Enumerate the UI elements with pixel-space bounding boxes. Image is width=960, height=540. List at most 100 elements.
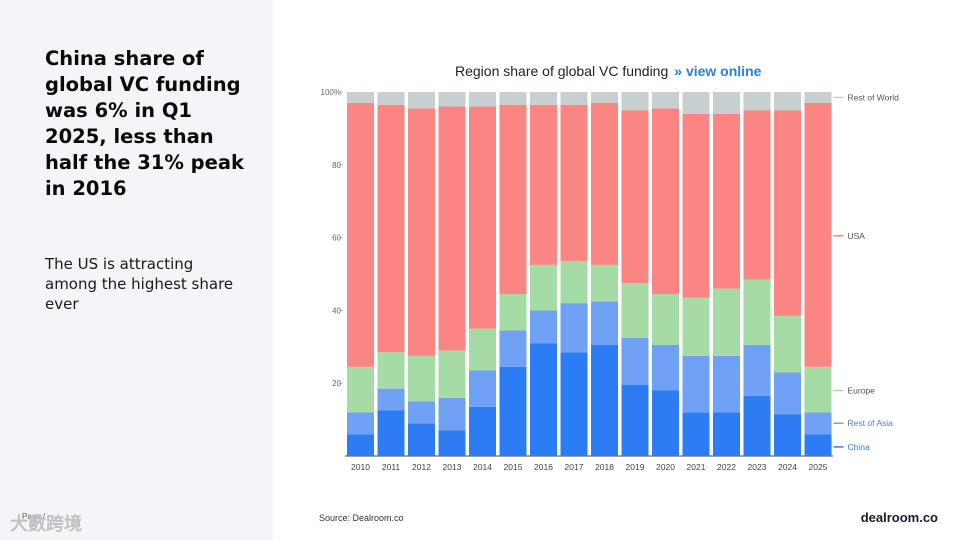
chart-title-text: Region share of global VC funding	[455, 63, 669, 79]
bar-segment-usa	[591, 102, 618, 265]
bar-segment-rest-of-world	[804, 92, 832, 103]
bar-segment-europe	[652, 294, 679, 345]
bar-segment-china	[530, 343, 557, 456]
x-tick-label: 2019	[626, 462, 645, 472]
headline: China share of global VC funding was 6% …	[45, 47, 244, 200]
y-tick-label: 40	[332, 306, 341, 315]
bar-segment-europe	[621, 283, 649, 338]
bar-segment-rest-of-world	[560, 92, 588, 105]
bar-segment-rest-of-world	[469, 92, 496, 107]
bar-segment-rest-of-asia	[621, 337, 649, 386]
bar-segment-europe	[560, 261, 588, 304]
bar-segment-usa	[560, 104, 588, 262]
bar-segment-rest-of-world	[774, 92, 801, 111]
bar-segment-rest-of-asia	[438, 397, 466, 431]
bar-segment-usa	[530, 104, 557, 265]
y-tick-label: 80	[332, 161, 341, 170]
bar-segment-europe	[682, 297, 710, 356]
x-tick-label: 2011	[382, 462, 401, 472]
bar-segment-usa	[743, 110, 771, 280]
bar-segment-rest-of-asia	[774, 372, 801, 415]
bar-segment-rest-of-asia	[377, 388, 405, 411]
bar-segment-rest-of-world	[591, 92, 618, 103]
bar-segment-china	[347, 434, 374, 456]
subhead: The US is attracting among the highest s…	[45, 255, 234, 313]
bar-segment-usa	[347, 102, 374, 367]
bar-segment-rest-of-world	[682, 92, 710, 114]
watermark: 大數跨境	[10, 514, 82, 534]
bar-segment-china	[743, 395, 771, 456]
x-tick-label: 2018	[595, 462, 614, 472]
source-note: Source: Dealroom.co	[319, 513, 404, 523]
bar-segment-usa	[438, 106, 466, 351]
bar-segment-china	[408, 423, 435, 456]
brand-logo[interactable]: dealroom.co	[860, 510, 938, 525]
bar-segment-europe	[591, 264, 618, 302]
x-tick-label: 2021	[687, 462, 706, 472]
bar-segment-china	[682, 412, 710, 456]
chart-title: Region share of global VC funding » view …	[455, 63, 761, 79]
legend-label-rest-of-asia: Rest of Asia	[848, 418, 894, 428]
bar-segment-china	[774, 414, 801, 456]
bar-segment-rest-of-world	[652, 92, 679, 109]
x-tick-label: 2023	[748, 462, 767, 472]
bar-segment-usa	[682, 113, 710, 298]
bar-segment-rest-of-asia	[347, 412, 374, 435]
bar-segment-usa	[469, 106, 496, 329]
bar-segment-china	[438, 430, 466, 456]
bar-segment-europe	[347, 366, 374, 413]
bar-segment-europe	[469, 328, 496, 371]
bar-segment-china	[652, 390, 679, 456]
bar-segment-rest-of-world	[377, 92, 405, 105]
bar-segment-rest-of-world	[621, 92, 649, 111]
bar-segment-china	[560, 352, 588, 456]
bar-segment-china	[621, 385, 649, 456]
bar-segment-china	[377, 410, 405, 456]
bar-segment-rest-of-world	[743, 92, 771, 111]
x-tick-label: 2015	[504, 462, 523, 472]
bar-segment-rest-of-asia	[652, 344, 679, 391]
bar-segment-china	[713, 412, 740, 456]
bar-segment-usa	[713, 113, 740, 289]
bar-segment-europe	[743, 279, 771, 345]
bar-segment-rest-of-world	[408, 92, 435, 109]
bar-segment-usa	[804, 102, 832, 367]
view-online-link[interactable]: » view online	[674, 63, 762, 79]
x-tick-label: 2012	[412, 462, 431, 472]
x-tick-label: 2010	[351, 462, 370, 472]
legend-label-china: China	[848, 442, 870, 452]
bar-segment-usa	[621, 110, 649, 284]
x-tick-label: 2017	[565, 462, 584, 472]
left-panel: China share of global VC funding was 6% …	[0, 0, 273, 540]
bar-segment-usa	[652, 108, 679, 295]
bar-segment-rest-of-world	[499, 92, 527, 105]
bar-segment-rest-of-world	[713, 92, 740, 114]
bar-segment-rest-of-world	[438, 92, 466, 107]
bar-segment-europe	[377, 352, 405, 389]
x-tick-label: 2022	[717, 462, 736, 472]
bar-segment-europe	[530, 264, 557, 311]
x-tick-label: 2014	[473, 462, 492, 472]
bar-segment-rest-of-world	[347, 92, 374, 103]
bar-segment-rest-of-world	[530, 92, 557, 105]
bar-segment-china	[804, 434, 832, 456]
bar-segment-europe	[713, 288, 740, 356]
bar-segment-rest-of-asia	[591, 301, 618, 345]
bar-segment-rest-of-asia	[804, 412, 832, 435]
bar-segment-rest-of-asia	[530, 310, 557, 344]
legend-label-rest-of-world: Rest of World	[848, 92, 900, 102]
bar-segment-europe	[499, 294, 527, 331]
bar-segment-europe	[804, 366, 832, 413]
y-tick-label: 20	[332, 379, 341, 388]
y-tick-label: 100%	[321, 88, 341, 97]
x-tick-label: 2016	[534, 462, 553, 472]
x-tick-label: 2020	[656, 462, 675, 472]
bar-segment-rest-of-asia	[713, 355, 740, 413]
bar-segment-rest-of-asia	[469, 370, 496, 407]
legend-label-europe: Europe	[848, 385, 876, 395]
bar-segment-usa	[377, 104, 405, 353]
bar-segment-usa	[408, 108, 435, 356]
bar-segment-usa	[499, 104, 527, 295]
bar-segment-rest-of-asia	[499, 330, 527, 367]
bar-segment-europe	[774, 315, 801, 373]
